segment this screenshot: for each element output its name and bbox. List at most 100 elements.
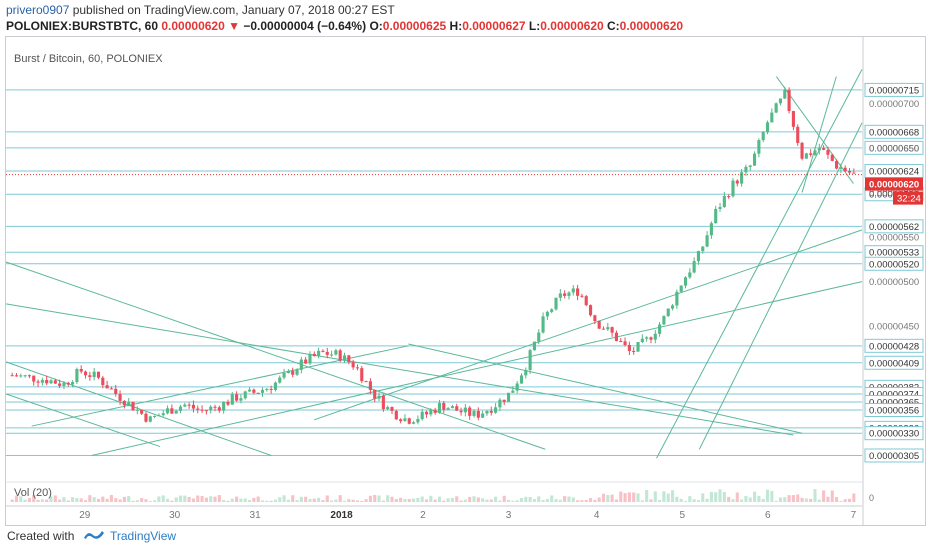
candle-body xyxy=(386,407,390,410)
volume-bar xyxy=(455,496,459,502)
volume-bar xyxy=(839,500,843,502)
x-tick-label: 5 xyxy=(679,510,685,521)
candle-body xyxy=(796,126,800,143)
candle-body xyxy=(450,406,454,409)
trend-line xyxy=(801,76,837,193)
y-tick-label: 0.00000650 xyxy=(869,143,919,154)
volume-bar xyxy=(670,490,675,502)
candle-body xyxy=(200,409,204,411)
volume-bar xyxy=(550,495,554,502)
volume-bar xyxy=(541,499,545,502)
volume-bar xyxy=(140,498,144,502)
volume-bar xyxy=(213,496,217,502)
volume-bar xyxy=(226,500,230,502)
volume-bar xyxy=(753,491,757,502)
trend-line xyxy=(313,229,863,421)
candle-body xyxy=(735,180,739,184)
candle-body xyxy=(351,362,355,368)
level-label: 0.00000520 xyxy=(869,259,919,270)
volume-bar xyxy=(649,499,653,502)
volume-bar xyxy=(485,499,489,502)
volume-bar xyxy=(304,496,308,502)
volume-bar xyxy=(32,495,36,502)
volume-bar xyxy=(127,496,131,502)
candle-body xyxy=(459,410,463,413)
candle-body xyxy=(19,375,23,377)
candle-body xyxy=(623,341,627,345)
candle-body xyxy=(847,171,852,173)
candle-body xyxy=(666,308,670,317)
volume-bar xyxy=(437,496,442,502)
volume-bar xyxy=(420,496,424,502)
candle-body xyxy=(127,401,131,406)
author-link[interactable]: privero0907 xyxy=(6,3,70,17)
candle-body xyxy=(584,296,588,306)
candle-body xyxy=(14,375,19,377)
level-label: 0.00000330 xyxy=(869,429,919,440)
trend-line xyxy=(5,261,546,450)
y-tick-label: 0.00000550 xyxy=(869,233,919,244)
volume-bar xyxy=(178,495,183,502)
candle-body xyxy=(390,407,394,411)
volume-bar xyxy=(515,500,519,502)
candle-body xyxy=(92,371,96,377)
volume-bar xyxy=(765,489,770,502)
volume-bar xyxy=(243,498,247,502)
volume-bar xyxy=(843,499,847,502)
volume-bar xyxy=(170,500,174,502)
candle-body xyxy=(355,367,360,369)
volume-bar xyxy=(153,500,157,502)
volume-bar xyxy=(317,497,321,502)
candle-body xyxy=(442,402,446,410)
candle-body xyxy=(675,291,679,306)
volume-bar xyxy=(183,495,187,502)
candle-body xyxy=(27,375,31,377)
volume-bar xyxy=(351,499,355,502)
candle-body xyxy=(770,112,774,123)
level-label-box xyxy=(864,82,924,97)
low-value: 0.00000620 xyxy=(540,19,604,33)
volume-axis-label: 0 xyxy=(869,493,874,503)
candle-body xyxy=(53,380,57,384)
volume-bar xyxy=(835,497,839,502)
footer: Created with TradingView xyxy=(0,522,932,550)
volume-bar xyxy=(165,498,170,502)
volume-bar xyxy=(606,494,610,502)
candle-body xyxy=(58,383,62,386)
candle-body xyxy=(809,153,813,155)
candle-body xyxy=(714,208,718,224)
candle-body xyxy=(96,371,101,378)
candle-body xyxy=(286,370,290,374)
level-label: 0.00000428 xyxy=(869,341,919,352)
candle-body xyxy=(485,410,489,414)
x-tick-label: 7 xyxy=(851,510,857,521)
candle-body xyxy=(761,132,765,141)
candle-body xyxy=(722,196,726,208)
volume-bar xyxy=(822,490,826,502)
chart-title: Burst / Bitcoin, 60, POLONIEX xyxy=(14,53,163,65)
volume-bar xyxy=(744,495,748,502)
candle-body xyxy=(709,223,713,236)
volume-bar xyxy=(96,498,101,502)
volume-bar xyxy=(770,491,774,502)
tradingview-link[interactable]: TradingView xyxy=(110,529,177,543)
volume-bar xyxy=(446,498,450,502)
level-label-box xyxy=(864,355,924,370)
low-label: L: xyxy=(525,19,541,33)
candle-body xyxy=(338,350,342,361)
volume-bar xyxy=(144,499,148,502)
level-label: 0.00000562 xyxy=(869,222,919,233)
volume-bar xyxy=(537,496,541,502)
candle-body xyxy=(727,196,731,198)
candle-body xyxy=(394,410,398,420)
candle-body xyxy=(347,355,351,363)
level-label-box xyxy=(864,403,924,418)
volume-bar xyxy=(852,493,856,502)
volume-bar xyxy=(53,495,57,502)
candle-body xyxy=(800,142,804,159)
candle-body xyxy=(178,406,183,411)
candle-body xyxy=(252,389,256,393)
candle-body xyxy=(757,140,761,154)
candle-body xyxy=(412,422,416,424)
